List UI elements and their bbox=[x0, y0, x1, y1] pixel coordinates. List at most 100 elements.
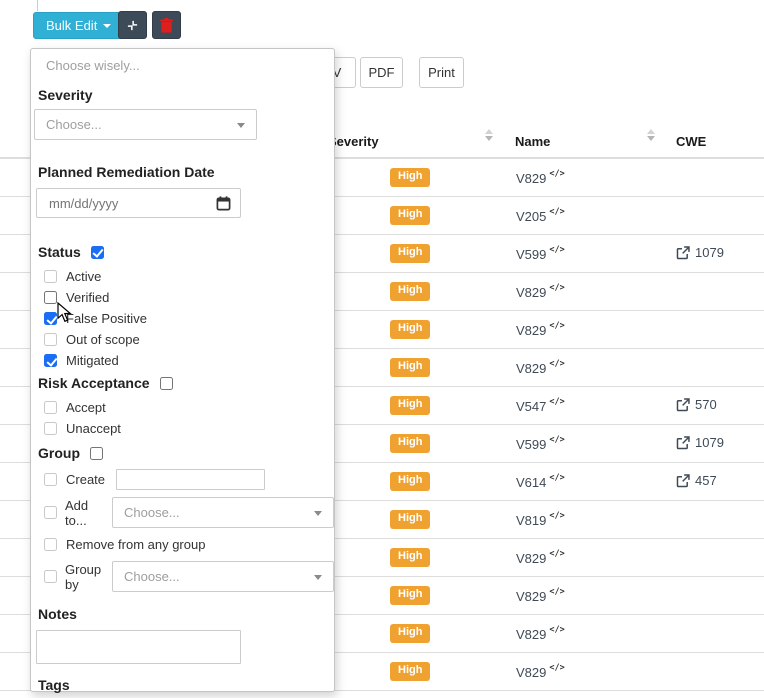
finding-name-link[interactable]: V829 </> bbox=[516, 359, 565, 376]
severity-select-placeholder: Choose... bbox=[46, 117, 102, 132]
group-by-placeholder: Choose... bbox=[124, 569, 180, 584]
notes-section-label: Notes bbox=[38, 606, 77, 622]
group-master-checkbox[interactable] bbox=[90, 446, 103, 460]
out-of-scope-checkbox[interactable] bbox=[44, 333, 57, 346]
cwe-link[interactable]: 570 bbox=[676, 397, 717, 412]
group-add-to-select[interactable]: Choose... bbox=[112, 497, 334, 528]
finding-name-link[interactable]: V819 </> bbox=[516, 511, 565, 528]
table-row[interactable]: High V547 </> 570 bbox=[0, 387, 764, 425]
date-placeholder: mm/dd/yyyy bbox=[49, 195, 119, 211]
unaccept-checkbox[interactable] bbox=[44, 422, 57, 435]
table-row[interactable]: High V599 </> 1079 bbox=[0, 235, 764, 273]
table-row[interactable]: High V829 </> bbox=[0, 349, 764, 387]
cwe-link[interactable]: 1079 bbox=[676, 245, 724, 260]
table-row[interactable]: High V829 </> bbox=[0, 653, 764, 691]
risk-acceptance-master-checkbox[interactable] bbox=[159, 376, 173, 390]
external-link-icon bbox=[676, 397, 690, 411]
status-section-label: Status bbox=[38, 244, 81, 260]
cwe-link[interactable]: 457 bbox=[676, 473, 717, 488]
tags-section-label: Tags bbox=[38, 677, 70, 693]
code-icon: </> bbox=[549, 435, 565, 445]
code-icon: </> bbox=[549, 397, 565, 407]
group-by-select[interactable]: Choose... bbox=[112, 561, 334, 592]
verified-checkbox[interactable] bbox=[44, 291, 57, 304]
dropdown-hint: Choose wisely... bbox=[46, 58, 140, 73]
merge-findings-button[interactable] bbox=[118, 11, 147, 39]
finding-name-link[interactable]: V829 </> bbox=[516, 587, 565, 604]
bulk-edit-button[interactable]: Bulk Edit bbox=[33, 12, 125, 39]
group-add-to-row: Add to... Choose... bbox=[31, 497, 334, 528]
table-row[interactable]: High V819 </> bbox=[0, 501, 764, 539]
mitigated-checkbox[interactable] bbox=[44, 354, 57, 367]
status-option-verified[interactable]: Verified bbox=[31, 287, 334, 308]
severity-badge: High bbox=[390, 396, 431, 415]
group-add-to-checkbox[interactable] bbox=[44, 506, 57, 519]
group-remove-row[interactable]: Remove from any group bbox=[31, 534, 334, 555]
accept-label: Accept bbox=[66, 400, 106, 415]
finding-name-link[interactable]: V599 </> bbox=[516, 435, 565, 452]
finding-name-link[interactable]: V547 </> bbox=[516, 397, 565, 414]
finding-name-link[interactable]: V599 </> bbox=[516, 245, 565, 262]
severity-badge: High bbox=[390, 206, 431, 225]
code-icon: </> bbox=[549, 663, 565, 673]
delete-findings-button[interactable] bbox=[152, 11, 181, 39]
finding-name-link[interactable]: V829 </> bbox=[516, 169, 565, 186]
table-row[interactable]: High V614 </> 457 bbox=[0, 463, 764, 501]
table-row[interactable]: High V599 </> 1079 bbox=[0, 425, 764, 463]
group-by-checkbox[interactable] bbox=[44, 570, 57, 583]
export-pdf-button[interactable]: PDF bbox=[360, 57, 403, 88]
out-of-scope-label: Out of scope bbox=[66, 332, 140, 347]
group-create-checkbox[interactable] bbox=[44, 472, 57, 486]
notes-textarea[interactable] bbox=[36, 630, 241, 664]
column-header-cwe[interactable]: CWE bbox=[676, 134, 707, 149]
column-header-severity[interactable]: Severity bbox=[328, 134, 379, 149]
accept-checkbox[interactable] bbox=[44, 401, 57, 414]
table-row[interactable]: High V205 </> bbox=[0, 197, 764, 235]
finding-name-link[interactable]: V829 </> bbox=[516, 283, 565, 300]
findings-table-body: High V829 </> High V205 </> High V599 </> bbox=[0, 159, 764, 691]
chevron-down-icon bbox=[314, 511, 322, 516]
verified-label: Verified bbox=[66, 290, 110, 305]
severity-badge: High bbox=[390, 662, 431, 681]
severity-section-label: Severity bbox=[38, 87, 93, 103]
severity-badge: High bbox=[390, 244, 431, 263]
table-row[interactable]: High V829 </> bbox=[0, 159, 764, 197]
finding-name-link[interactable]: V614 </> bbox=[516, 473, 565, 490]
risk-acceptance-label: Risk Acceptance bbox=[38, 375, 150, 391]
status-option-out-of-scope[interactable]: Out of scope bbox=[31, 329, 334, 350]
finding-name-link[interactable]: V829 </> bbox=[516, 663, 565, 680]
risk-option-accept[interactable]: Accept bbox=[31, 397, 334, 418]
column-header-name[interactable]: Name bbox=[515, 134, 551, 149]
table-row[interactable]: High V829 </> bbox=[0, 539, 764, 577]
severity-select[interactable]: Choose... bbox=[34, 109, 257, 140]
finding-name-link[interactable]: V829 </> bbox=[516, 549, 565, 566]
group-add-to-label: Add to... bbox=[65, 497, 89, 528]
planned-remediation-date-input[interactable]: mm/dd/yyyy bbox=[36, 188, 241, 218]
status-option-false-positive[interactable]: False Positive bbox=[31, 308, 334, 329]
print-button[interactable]: Print bbox=[419, 57, 464, 88]
table-row[interactable]: High V829 </> bbox=[0, 311, 764, 349]
table-row[interactable]: High V829 </> bbox=[0, 615, 764, 653]
print-label: Print bbox=[428, 65, 455, 80]
false-positive-checkbox[interactable] bbox=[44, 312, 57, 325]
status-option-mitigated[interactable]: Mitigated bbox=[31, 350, 334, 371]
table-row[interactable]: High V829 </> bbox=[0, 273, 764, 311]
code-icon: </> bbox=[549, 625, 565, 635]
sort-name-icon[interactable] bbox=[646, 127, 656, 143]
calendar-icon[interactable] bbox=[216, 195, 231, 211]
group-remove-checkbox[interactable] bbox=[44, 538, 57, 551]
finding-name-link[interactable]: V205 </> bbox=[516, 207, 565, 224]
cwe-link[interactable]: 1079 bbox=[676, 435, 724, 450]
risk-option-unaccept[interactable]: Unaccept bbox=[31, 418, 334, 439]
active-checkbox[interactable] bbox=[44, 270, 57, 283]
chevron-down-icon bbox=[314, 575, 322, 580]
status-option-active[interactable]: Active bbox=[31, 266, 334, 287]
sort-severity-icon[interactable] bbox=[484, 127, 494, 143]
status-master-checkbox[interactable] bbox=[90, 245, 104, 259]
finding-name-link[interactable]: V829 </> bbox=[516, 321, 565, 338]
finding-name-link[interactable]: V829 </> bbox=[516, 625, 565, 642]
code-icon: </> bbox=[549, 549, 565, 559]
group-create-input[interactable] bbox=[116, 468, 266, 490]
table-row[interactable]: High V829 </> bbox=[0, 577, 764, 615]
severity-badge: High bbox=[390, 586, 431, 605]
